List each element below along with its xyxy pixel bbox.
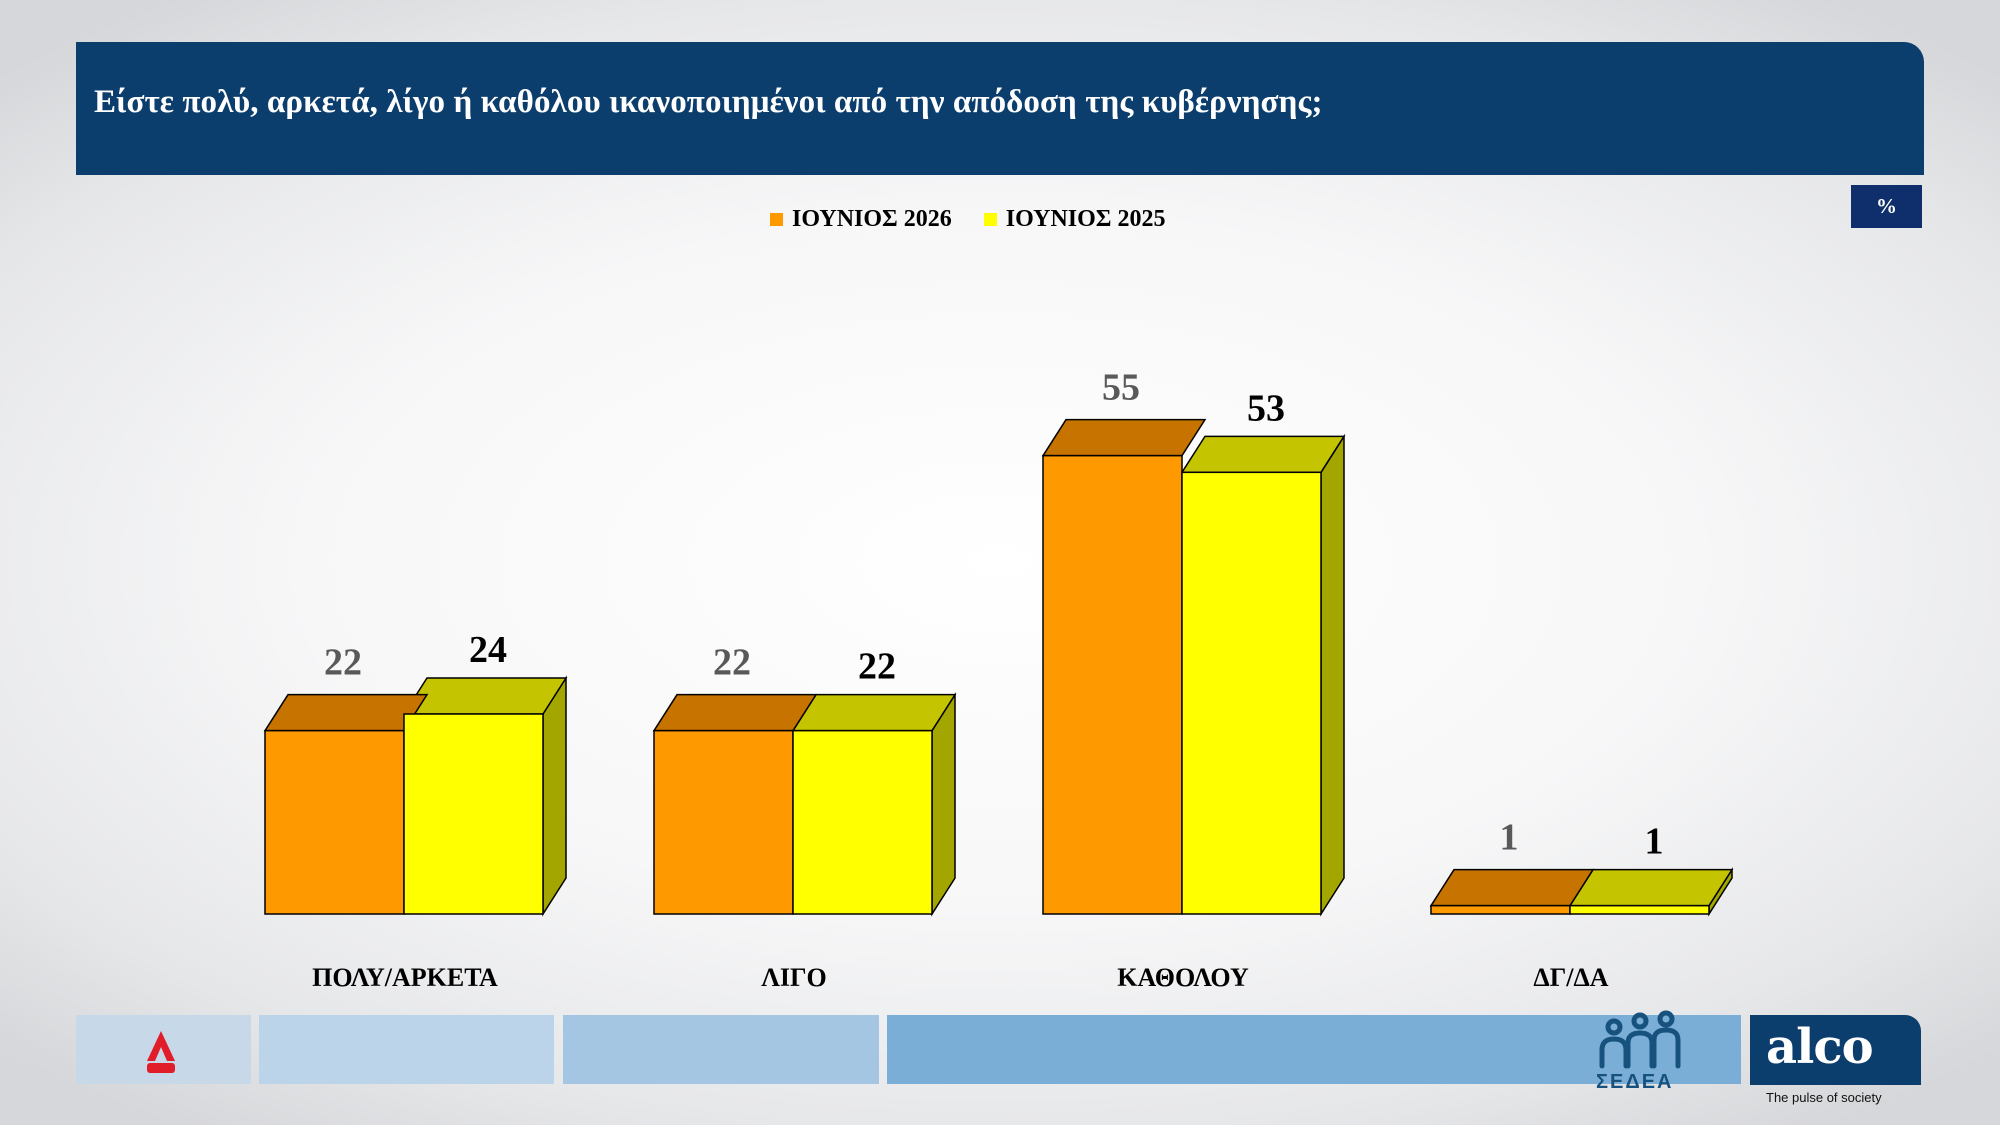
- data-label-2-0: 55: [1102, 367, 1140, 409]
- bar-3-1: [1569, 904, 1710, 915]
- bar-top-1-1: [791, 693, 957, 732]
- title-banner: Είστε πολύ, αρκετά, λίγο ή καθόλου ικανο…: [76, 42, 1924, 175]
- footer-band-3: [563, 1015, 879, 1084]
- bar-side-0-1: [542, 675, 567, 917]
- bar-2-1: [1181, 471, 1322, 915]
- bar-top-3-0: [1429, 868, 1595, 907]
- bar-top-0-0: [263, 693, 429, 732]
- legend-label-series-1: ΙΟΥΝΙΟΣ 2026: [792, 205, 952, 232]
- bar-top-2-0: [1041, 418, 1207, 457]
- bar-3-0: [1430, 904, 1571, 915]
- footer-band-2: [259, 1015, 554, 1084]
- bar-top-3-1: [1568, 868, 1734, 907]
- alco-logo-text: alco: [1766, 1019, 1874, 1075]
- legend-swatch-series-2: [983, 212, 997, 226]
- chart-legend: ΙΟΥΝΙΟΣ 2026 ΙΟΥΝΙΟΣ 2025: [770, 204, 1166, 234]
- data-label-0-0: 22: [324, 642, 362, 684]
- data-label-1-1: 22: [858, 646, 896, 688]
- footer-band-4: [887, 1015, 1741, 1084]
- data-label-0-1: 24: [469, 629, 507, 671]
- bar-1-0: [653, 729, 794, 915]
- alco-tagline: The pulse of society: [1766, 1090, 1882, 1105]
- category-label-3: ΔΓ/ΔΑ: [1533, 963, 1608, 992]
- data-label-3-0: 1: [1500, 817, 1519, 859]
- category-label-1: ΛΙΓΟ: [761, 963, 827, 992]
- bar-0-1: [403, 713, 544, 915]
- sedea-logo-text: ΣΕΔΕΑ: [1596, 1071, 1674, 1093]
- bar-top-1-0: [652, 693, 818, 732]
- page-title: Είστε πολύ, αρκετά, λίγο ή καθόλου ικανο…: [94, 84, 1323, 120]
- data-label-2-1: 53: [1247, 387, 1285, 429]
- data-label-3-1: 1: [1645, 821, 1664, 863]
- bar-side-1-1: [931, 692, 956, 917]
- bar-side-2-1: [1320, 433, 1345, 917]
- bar-2-0: [1042, 454, 1183, 915]
- unit-badge: %: [1851, 185, 1922, 228]
- data-label-1-0: 22: [713, 642, 751, 684]
- bar-0-0: [264, 729, 405, 915]
- category-label-2: ΚΑΘΟΛΟΥ: [1117, 963, 1249, 992]
- bar-top-2-1: [1180, 435, 1346, 474]
- legend-item-series-2: ΙΟΥΝΙΟΣ 2025: [983, 205, 1166, 233]
- bar-top-0-1: [402, 677, 568, 715]
- alpha-news-logo-icon: [147, 1031, 175, 1073]
- alco-logo: alco: [1750, 1015, 1921, 1085]
- legend-item-series-1: ΙΟΥΝΙΟΣ 2026: [770, 206, 952, 233]
- category-label-0: ΠΟΛΥ/ΑΡΚΕΤΑ: [312, 963, 498, 992]
- legend-swatch-series-1: [770, 212, 783, 226]
- bar-1-1: [792, 729, 933, 915]
- legend-label-series-2: ΙΟΥΝΙΟΣ 2025: [1005, 205, 1166, 232]
- sedea-people-icon: [1599, 1010, 1681, 1069]
